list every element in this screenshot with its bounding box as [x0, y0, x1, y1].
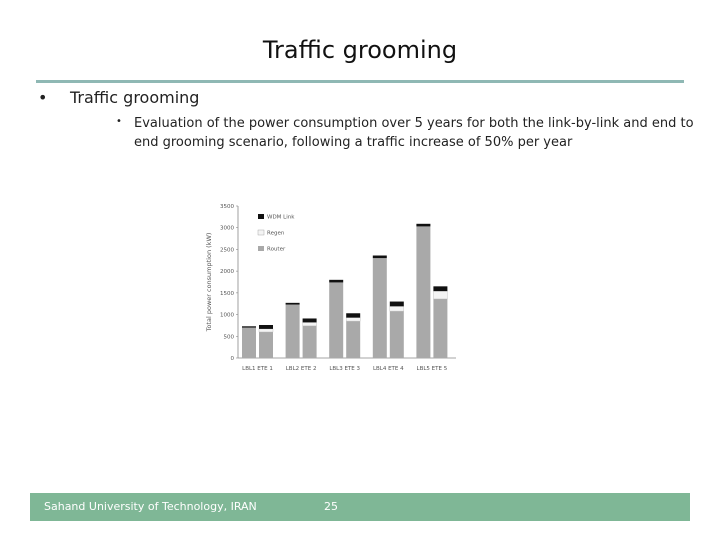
bar-segment-wdm-link	[372, 255, 387, 259]
bar-segment-router	[372, 258, 387, 358]
bar-segment-wdm-link	[389, 301, 404, 307]
bar-segment-wdm-link	[346, 313, 361, 318]
bar-segment-wdm-link	[329, 279, 344, 283]
bar-segment-regen	[433, 290, 448, 300]
y-tick-label: 1000	[220, 313, 234, 319]
bar-segment-router	[329, 282, 344, 358]
x-tick-label: LBL5 ETE 5	[417, 366, 448, 372]
y-tick-label: 1500	[220, 291, 234, 297]
bar-segment-router	[433, 298, 448, 358]
legend-label: WDM Link	[267, 215, 295, 221]
x-tick-label: LBL4 ETE 4	[373, 366, 404, 372]
legend-label: Router	[267, 247, 286, 253]
title-divider	[36, 80, 684, 83]
y-tick-label: 3500	[220, 204, 234, 210]
slide-title: Traffic grooming	[262, 36, 458, 64]
bar-segment-wdm-link	[242, 326, 256, 328]
bar-segment-wdm-link	[259, 324, 273, 329]
bar-segment-regen	[258, 328, 274, 333]
bar-segment-router	[242, 327, 256, 358]
legend-swatch	[257, 229, 265, 236]
bullet-level1: Traffic grooming	[70, 88, 200, 107]
x-tick-label: LBL1 ETE 1	[242, 366, 273, 372]
y-tick-label: 2500	[220, 247, 234, 253]
page-number: 25	[324, 500, 338, 513]
y-tick-label: 0	[231, 356, 235, 362]
y-tick-label: 3000	[220, 226, 234, 232]
bar-segment-wdm-link	[302, 318, 317, 323]
bar-segment-router	[259, 331, 273, 358]
bar-segment-wdm-link	[416, 223, 431, 227]
bullet-level2: Evaluation of the power consumption over…	[134, 116, 694, 150]
legend-label: Regen	[267, 231, 285, 237]
footer-bar: Sahand University of Technology, IRAN 25	[30, 493, 690, 521]
y-tick-label: 2000	[220, 269, 234, 275]
bar-segment-router	[285, 304, 300, 358]
legend-swatch	[258, 214, 264, 219]
x-tick-label: LBL3 ETE 3	[329, 366, 360, 372]
bar-segment-regen	[389, 306, 405, 312]
bullet-marker-level2: •	[116, 116, 122, 127]
bar-segment-wdm-link	[285, 302, 300, 305]
power-consumption-chart: 0 500 1000 1500 2000 2500 3000 3500 Total power …	[205, 204, 456, 372]
y-axis-label: Total power consumption (kW)	[205, 233, 213, 333]
x-tick-label: LBL2 ETE 2	[286, 366, 317, 372]
bar-segment-router	[389, 311, 404, 358]
bar-segment-router	[416, 226, 431, 358]
legend-swatch	[258, 246, 264, 251]
footer-institution: Sahand University of Technology, IRAN	[44, 500, 257, 513]
bar-segment-router	[302, 325, 317, 358]
bar-segment-regen	[302, 322, 317, 327]
y-tick-label: 500	[224, 334, 235, 340]
bullet-marker: •	[38, 88, 48, 107]
bar-segment-wdm-link	[433, 286, 448, 292]
bar-segment-router	[346, 321, 361, 358]
bar-segment-regen	[345, 317, 361, 322]
